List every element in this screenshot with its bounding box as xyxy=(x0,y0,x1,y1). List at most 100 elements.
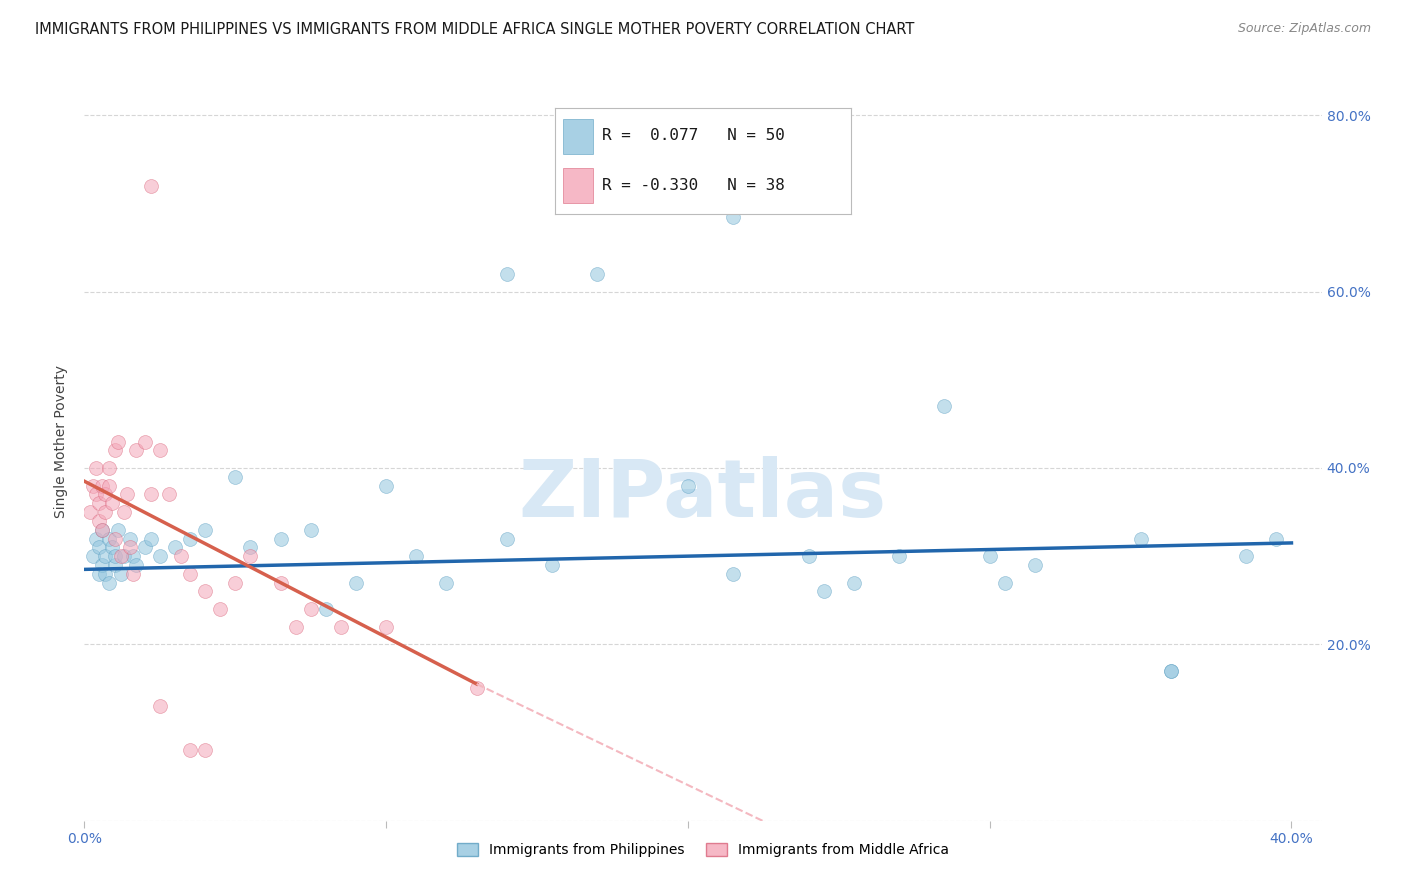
Point xyxy=(1265,532,1288,546)
Point xyxy=(89,566,111,581)
Legend: Immigrants from Philippines, Immigrants from Middle Africa: Immigrants from Philippines, Immigrants … xyxy=(451,838,955,863)
Point xyxy=(103,558,125,572)
Point xyxy=(344,575,367,590)
Point xyxy=(934,399,956,413)
Point xyxy=(118,541,141,555)
Point xyxy=(118,532,141,546)
Point xyxy=(94,566,117,581)
Point xyxy=(79,505,101,519)
Point xyxy=(979,549,1001,563)
Point xyxy=(375,620,398,634)
Point xyxy=(436,575,458,590)
Point xyxy=(124,558,146,572)
Point xyxy=(586,267,609,281)
Y-axis label: Single Mother Poverty: Single Mother Poverty xyxy=(55,365,69,518)
Point xyxy=(721,566,744,581)
Point xyxy=(89,541,111,555)
Point xyxy=(284,620,307,634)
Point xyxy=(842,575,865,590)
Point xyxy=(179,743,201,757)
Point xyxy=(91,523,114,537)
Point xyxy=(495,267,517,281)
Point xyxy=(270,575,292,590)
Point xyxy=(97,461,120,475)
Point xyxy=(112,549,135,563)
Point xyxy=(994,575,1017,590)
Point xyxy=(1129,532,1152,546)
Point xyxy=(315,602,337,616)
Point xyxy=(270,532,292,546)
Point xyxy=(1160,664,1182,678)
Point xyxy=(110,566,132,581)
Point xyxy=(107,523,129,537)
Point xyxy=(149,699,172,714)
Point xyxy=(103,443,125,458)
Point xyxy=(103,549,125,563)
Point xyxy=(375,478,398,492)
Point xyxy=(224,470,246,484)
Point xyxy=(110,549,132,563)
Point xyxy=(82,478,104,492)
Point xyxy=(224,575,246,590)
Point xyxy=(721,210,744,224)
Point xyxy=(86,532,108,546)
Point xyxy=(541,558,564,572)
Point xyxy=(149,443,172,458)
Point xyxy=(170,549,193,563)
Point xyxy=(112,505,135,519)
Point xyxy=(94,549,117,563)
Point xyxy=(121,566,143,581)
Point xyxy=(239,549,262,563)
Point xyxy=(299,523,322,537)
Point xyxy=(94,505,117,519)
Point xyxy=(194,584,217,599)
Point xyxy=(139,487,162,501)
Point xyxy=(299,602,322,616)
Point xyxy=(86,487,108,501)
Point xyxy=(209,602,232,616)
Point xyxy=(107,434,129,449)
Point xyxy=(91,558,114,572)
Point xyxy=(97,575,120,590)
Point xyxy=(134,541,156,555)
Point xyxy=(163,541,186,555)
Point xyxy=(100,496,122,510)
Point xyxy=(97,478,120,492)
Point xyxy=(1024,558,1046,572)
Point xyxy=(194,523,217,537)
Point xyxy=(97,532,120,546)
Point xyxy=(1160,664,1182,678)
Point xyxy=(139,532,162,546)
Point xyxy=(813,584,835,599)
Point xyxy=(405,549,427,563)
Point xyxy=(100,541,122,555)
Point xyxy=(86,461,108,475)
Point xyxy=(149,549,172,563)
Point xyxy=(115,487,138,501)
Point xyxy=(91,523,114,537)
Text: ZIPatlas: ZIPatlas xyxy=(519,456,887,533)
Text: IMMIGRANTS FROM PHILIPPINES VS IMMIGRANTS FROM MIDDLE AFRICA SINGLE MOTHER POVER: IMMIGRANTS FROM PHILIPPINES VS IMMIGRANT… xyxy=(35,22,914,37)
Point xyxy=(889,549,911,563)
Point xyxy=(1234,549,1257,563)
Point xyxy=(89,514,111,528)
Point xyxy=(134,434,156,449)
Text: Source: ZipAtlas.com: Source: ZipAtlas.com xyxy=(1237,22,1371,36)
Point xyxy=(139,178,162,193)
Point xyxy=(82,549,104,563)
Point xyxy=(103,532,125,546)
Point xyxy=(94,487,117,501)
Point xyxy=(676,478,699,492)
Point xyxy=(797,549,820,563)
Point xyxy=(239,541,262,555)
Point xyxy=(89,496,111,510)
Point xyxy=(91,478,114,492)
Point xyxy=(179,566,201,581)
Point xyxy=(329,620,352,634)
Point xyxy=(194,743,217,757)
Point xyxy=(179,532,201,546)
Point xyxy=(124,443,146,458)
Point xyxy=(495,532,517,546)
Point xyxy=(157,487,180,501)
Point xyxy=(121,549,143,563)
